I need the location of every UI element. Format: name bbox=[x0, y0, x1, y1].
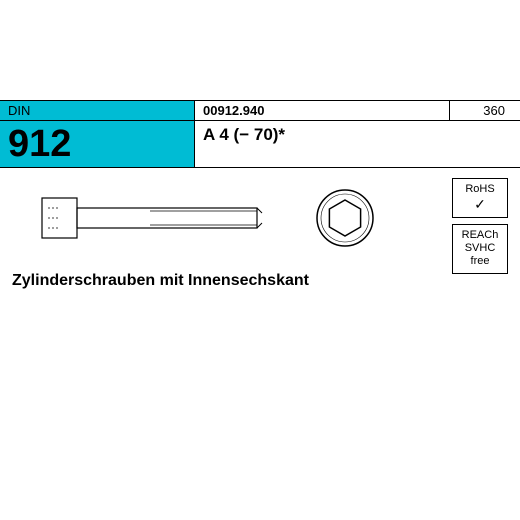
reach-badge: REACh SVHC free bbox=[452, 224, 508, 274]
reach-line1: REACh bbox=[455, 229, 505, 242]
check-icon: ✓ bbox=[455, 196, 505, 213]
main-row: 912 A 4 (− 70)* bbox=[0, 120, 520, 168]
hex-head-diagram bbox=[310, 183, 380, 258]
rohs-badge: RoHS ✓ bbox=[452, 178, 508, 218]
product-description: Zylinderschrauben mit Innensechskant bbox=[0, 268, 520, 294]
compliance-badges: RoHS ✓ REACh SVHC free bbox=[452, 178, 508, 280]
reach-line3: free bbox=[455, 255, 505, 268]
din-number: 912 bbox=[0, 121, 195, 167]
header-row: DIN 00912.940 360 bbox=[0, 100, 520, 120]
header-code: 00912.940 bbox=[195, 101, 450, 120]
header-din-label: DIN bbox=[0, 101, 195, 120]
screw-diagram bbox=[40, 193, 280, 248]
reach-line2: SVHC bbox=[455, 242, 505, 255]
material-spec: A 4 (− 70)* bbox=[195, 121, 520, 167]
diagram-area: RoHS ✓ REACh SVHC free bbox=[0, 168, 520, 268]
rohs-label: RoHS bbox=[455, 183, 505, 196]
spec-sheet: DIN 00912.940 360 912 A 4 (− 70)* bbox=[0, 100, 520, 294]
header-qty: 360 bbox=[450, 101, 520, 120]
